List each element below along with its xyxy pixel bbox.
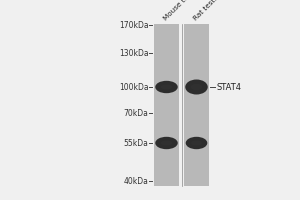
Text: Mouse testis: Mouse testis xyxy=(162,0,199,22)
Ellipse shape xyxy=(191,141,202,145)
Bar xyxy=(154,24,179,186)
Text: STAT4: STAT4 xyxy=(217,83,242,92)
Ellipse shape xyxy=(161,85,172,89)
Text: 40kDa: 40kDa xyxy=(124,176,148,186)
Ellipse shape xyxy=(186,137,207,149)
Text: 100kDa: 100kDa xyxy=(119,83,148,92)
Ellipse shape xyxy=(161,141,172,145)
Text: 70kDa: 70kDa xyxy=(124,108,148,117)
Ellipse shape xyxy=(155,137,178,149)
Text: Rat testis: Rat testis xyxy=(192,0,220,22)
Text: 55kDa: 55kDa xyxy=(124,138,148,148)
Ellipse shape xyxy=(191,84,202,90)
Ellipse shape xyxy=(155,81,178,93)
Bar xyxy=(184,24,209,186)
Text: 130kDa: 130kDa xyxy=(119,48,148,58)
Ellipse shape xyxy=(185,80,208,95)
Text: 170kDa: 170kDa xyxy=(119,21,148,29)
